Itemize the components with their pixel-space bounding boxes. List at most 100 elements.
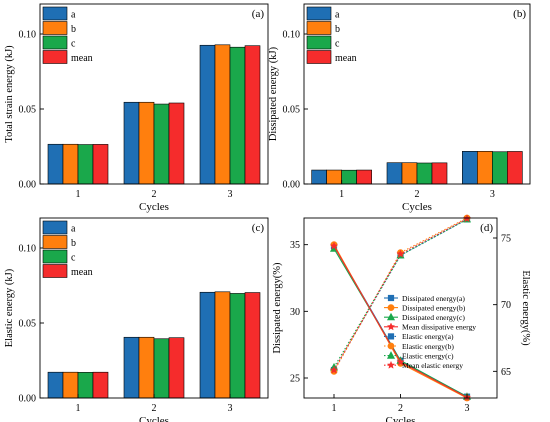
legend-label-2: Dissipated energy(c)	[402, 313, 465, 322]
y-right-tick-label: 65	[501, 367, 511, 378]
bar-a-cycle-2	[123, 336, 140, 399]
y-axis-label: Elastic energy (kJ)	[4, 268, 15, 347]
x-tick-label: 3	[490, 189, 495, 200]
legend-label-b: b	[71, 238, 76, 249]
bar-a-cycle-3	[199, 291, 216, 399]
bar-b-cycle-1	[326, 169, 342, 185]
y-tick-label: 0.05	[19, 105, 37, 116]
panel-label: (d)	[480, 222, 493, 234]
bar-b-cycle-3	[477, 151, 493, 185]
series-line-5	[333, 217, 468, 372]
data-point-series-3-cycle-2	[396, 357, 405, 366]
bar-b-cycle-2	[138, 336, 155, 399]
y-tick-label: 0.00	[19, 394, 37, 405]
panel-label: (c)	[252, 222, 265, 234]
x-tick-label: 2	[398, 403, 403, 414]
bar-c-cycle-3	[229, 46, 246, 185]
bar-a-cycle-2	[386, 162, 403, 185]
y-tick-label: 0.00	[19, 180, 37, 191]
legend-label-0: Dissipated energy(a)	[402, 294, 465, 303]
x-tick-label: 1	[76, 403, 81, 414]
legend-marker-3	[386, 322, 396, 331]
bar-c-cycle-1	[77, 144, 94, 185]
legend-swatch-a	[42, 220, 68, 235]
bar-c-cycle-1	[341, 169, 357, 185]
x-tick-label: 3	[465, 403, 470, 414]
legend-swatch-c	[42, 35, 68, 50]
data-point-series-7-cycle-1	[329, 365, 339, 374]
legend-label-a: a	[335, 10, 340, 21]
panel-label: (b)	[513, 8, 526, 20]
legend-label-mean: mean	[335, 53, 357, 64]
panel-b: 0.00 0.05 0.10 1 2 3 Cycles Dissipated energy (…	[268, 3, 531, 213]
legend-marker-0	[387, 294, 395, 302]
x-axis-label: Cycles	[139, 201, 169, 213]
legend-marker-5	[387, 342, 395, 350]
x-tick-label: 3	[228, 189, 233, 200]
bar-mean-cycle-3	[507, 151, 523, 185]
legend-swatch-mean	[42, 264, 68, 278]
bar-mean-cycle-1	[92, 144, 109, 185]
legend-label-7: Mean elastic energy	[402, 361, 463, 370]
y-tick-label: 0.10	[19, 30, 37, 41]
legend-swatch-b	[42, 21, 68, 35]
y-axis-label: Dissipated energy (kJ)	[268, 46, 279, 141]
y-tick-label: 0.05	[283, 105, 301, 116]
legend-swatch-mean	[42, 50, 68, 64]
legend-swatch-c	[306, 35, 332, 50]
bar-c-cycle-1	[77, 372, 94, 399]
panel-label: (a)	[252, 8, 265, 20]
x-tick-label: 2	[152, 403, 157, 414]
bar-c-cycle-3	[229, 293, 246, 399]
panel-c: 0.00 0.05 0.10 1 2 3 Cycles Elastic energy (kJ)…	[4, 217, 269, 422]
legend-swatch-b	[306, 21, 332, 35]
x-axis-label: Cycles	[402, 201, 432, 213]
x-axis-label: Cycles	[386, 415, 416, 422]
bar-a-cycle-1	[47, 143, 64, 185]
bar-c-cycle-2	[416, 162, 433, 185]
legend-swatch-c	[42, 249, 68, 264]
bar-c-cycle-3	[492, 151, 508, 185]
y-left-tick-label: 35	[290, 240, 300, 251]
y-left-tick-label: 30	[290, 307, 300, 318]
bar-b-cycle-1	[62, 371, 79, 399]
bar-mean-cycle-1	[92, 371, 109, 399]
x-tick-label: 3	[228, 403, 233, 414]
bar-mean-cycle-2	[431, 162, 448, 185]
x-tick-label: 2	[152, 189, 157, 200]
x-tick-label: 1	[339, 189, 344, 200]
y-tick-label: 0.10	[283, 30, 301, 41]
legend-label-5: Elastic energy(b)	[402, 342, 454, 351]
y-left-tick-label: 25	[290, 374, 300, 385]
bar-a-cycle-2	[123, 101, 140, 185]
legend-label-4: Elastic energy(a)	[402, 332, 454, 341]
bar-a-cycle-3	[462, 151, 478, 185]
legend-label-b: b	[71, 24, 76, 35]
panel-a: 0.00 0.05 0.10 1 2 3 Cycles Total strain energy…	[4, 3, 269, 213]
bar-a-cycle-1	[311, 169, 327, 185]
legend-marker-2	[386, 312, 396, 321]
bar-c-cycle-2	[153, 103, 170, 185]
legend-label-c: c	[71, 253, 76, 264]
y-axis-label: Total strain energy (kJ)	[4, 45, 15, 143]
x-tick-label: 2	[415, 189, 420, 200]
y-right-axis-label: Elastic energy(%)	[520, 270, 531, 346]
series-line-4	[333, 218, 468, 371]
legend-swatch-a	[306, 6, 332, 21]
legend-label-c: c	[335, 39, 340, 50]
y-right-tick-label: 70	[501, 300, 511, 311]
legend-marker-4	[387, 333, 395, 340]
legend-label-3: Mean dissipative energy	[402, 323, 476, 332]
bar-mean-cycle-2	[168, 102, 185, 185]
legend-swatch-b	[42, 235, 68, 249]
legend-label-1: Dissipated energy(b)	[402, 303, 466, 312]
x-axis-label: Cycles	[139, 415, 169, 422]
bar-b-cycle-3	[214, 44, 231, 185]
data-point-series-7-cycle-2	[396, 249, 405, 258]
bar-mean-cycle-1	[356, 169, 372, 185]
legend-label-6: Elastic energy(c)	[402, 351, 454, 360]
x-tick-label: 1	[76, 189, 81, 200]
legend-marker-6	[386, 351, 396, 359]
bar-b-cycle-2	[401, 162, 418, 185]
